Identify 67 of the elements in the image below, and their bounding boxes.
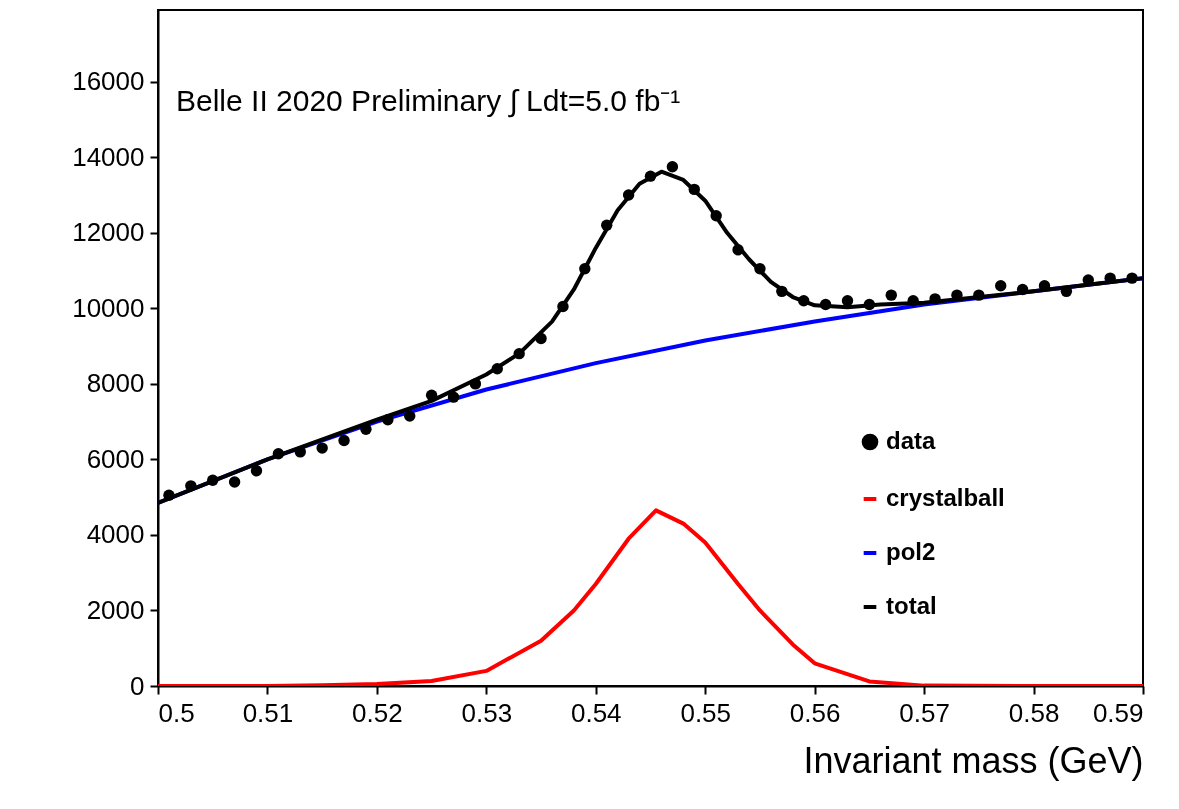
y-tick-label: 8000 (86, 368, 145, 399)
legend-label: pol2 (886, 538, 936, 565)
point (622, 189, 635, 201)
point (754, 263, 766, 275)
point (841, 295, 854, 307)
point (819, 298, 832, 311)
x-tick-label: 0.54 (570, 697, 622, 728)
point (885, 289, 897, 301)
point (688, 183, 700, 196)
legend-label: crystalball (886, 484, 1005, 511)
point (557, 300, 569, 313)
point (338, 434, 350, 447)
point (973, 289, 985, 301)
point (316, 442, 328, 454)
point (228, 476, 241, 488)
point (535, 332, 547, 345)
point (250, 465, 263, 477)
legend-label: total (886, 592, 937, 619)
point (666, 161, 679, 173)
point (163, 489, 175, 501)
point (644, 170, 657, 182)
y-tick-label: 4000 (86, 519, 145, 550)
x-tick-label: 0.59 (1092, 697, 1144, 728)
point (929, 293, 941, 305)
x-tick-label: 0.56 (789, 697, 841, 728)
y-tick-label: 16000 (72, 66, 145, 97)
y-tick-label: 14000 (72, 141, 145, 172)
point (1104, 272, 1116, 284)
x-tick-label: 0.58 (1008, 697, 1060, 728)
x-tick-label: 0.5 (158, 697, 195, 728)
point (513, 347, 525, 360)
point (469, 378, 482, 390)
point (360, 423, 372, 435)
x-tick-label: 0.52 (352, 697, 403, 728)
legend-label: data (886, 427, 936, 454)
point (404, 410, 416, 422)
x-tick-label: 0.55 (680, 697, 732, 728)
point (907, 295, 919, 307)
point (447, 391, 460, 403)
y-tick-label: 2000 (86, 594, 145, 625)
point (207, 474, 219, 486)
y-tick-label: 10000 (72, 292, 145, 323)
point (776, 285, 788, 298)
point (601, 219, 613, 231)
annotation: Belle II 2020 Preliminary ∫ Ldt=5.0 fb⁻¹ (176, 84, 681, 118)
x-axis-title: Invariant mass (GeV) (803, 739, 1144, 781)
point (579, 263, 591, 275)
x-tick-label: 0.51 (242, 697, 294, 728)
point (995, 280, 1007, 292)
point (710, 210, 722, 222)
point (272, 448, 285, 460)
y-tick-label: 12000 (72, 217, 145, 248)
point (1038, 280, 1051, 292)
y-tick-label: 6000 (86, 443, 145, 474)
point (1126, 272, 1138, 284)
point (1060, 285, 1073, 298)
x-tick-label: 0.53 (461, 697, 513, 728)
point (1016, 283, 1029, 296)
point (732, 244, 744, 256)
point (185, 480, 197, 492)
point (798, 295, 810, 307)
point (491, 363, 503, 375)
y-tick-label: 0 (130, 670, 145, 701)
point (425, 389, 438, 401)
x-tick-label: 0.57 (899, 697, 950, 728)
point (863, 298, 876, 311)
point (382, 414, 394, 426)
